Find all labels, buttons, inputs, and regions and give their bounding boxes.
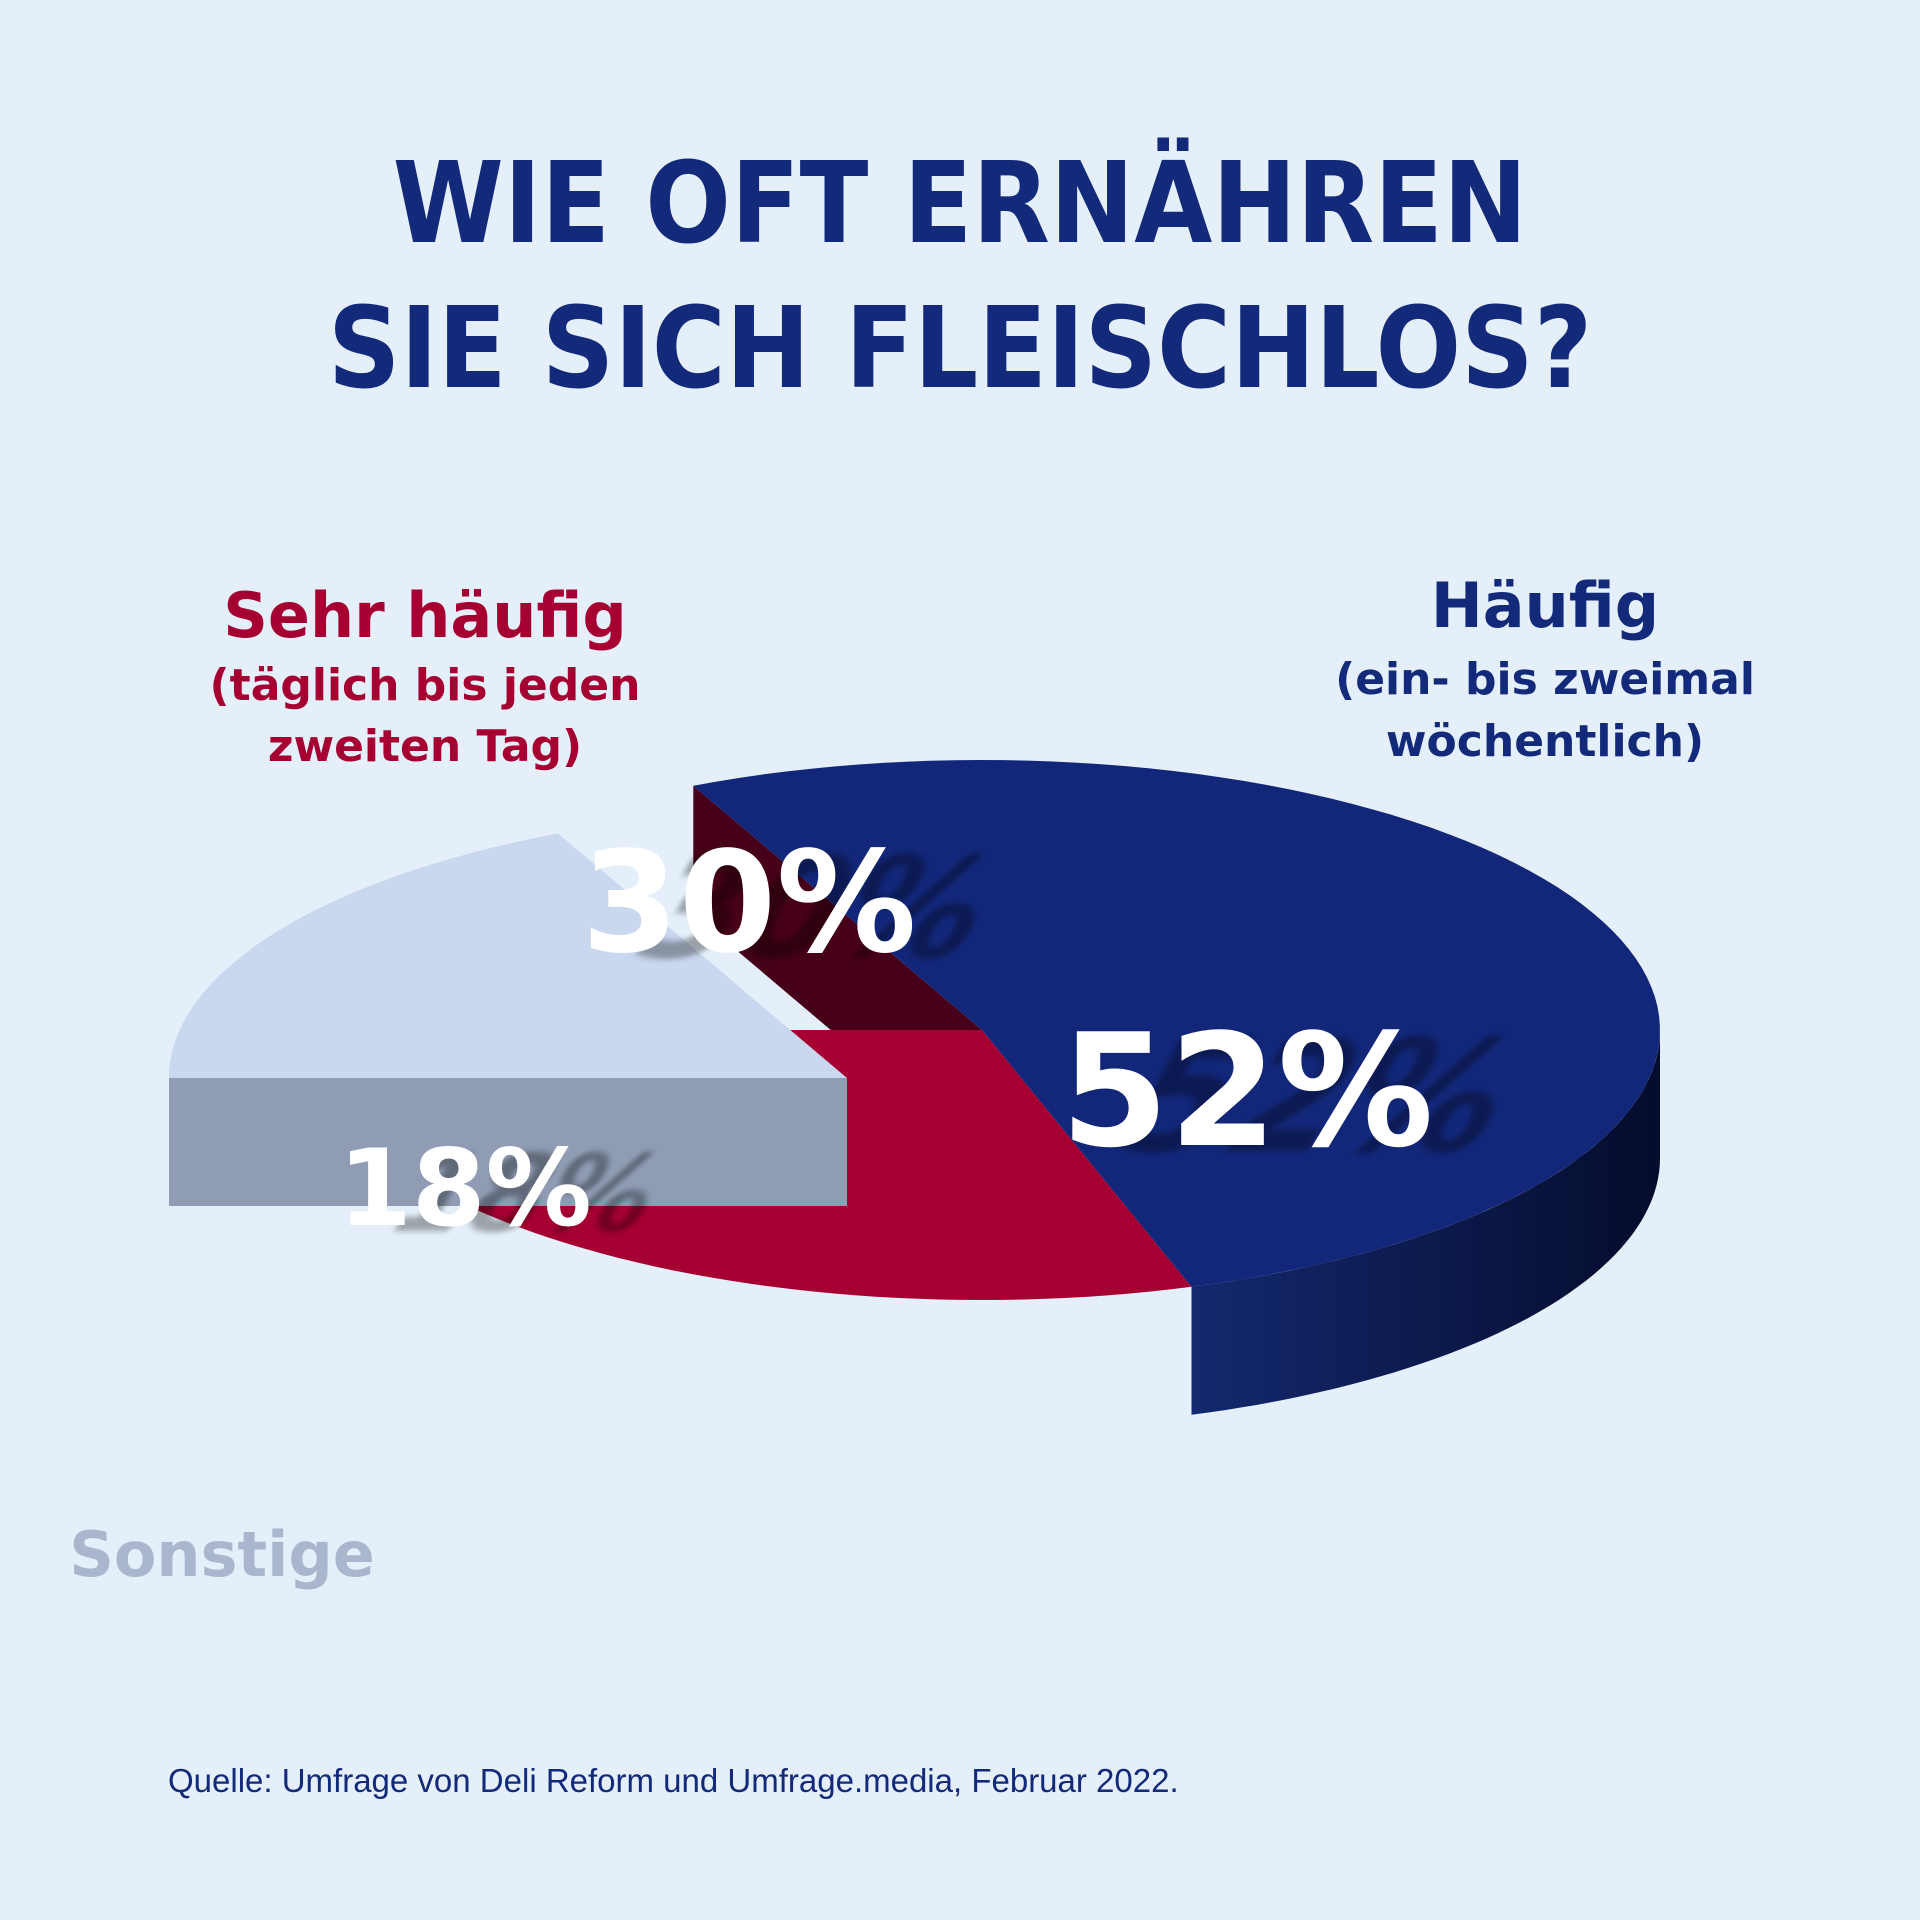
legend-label-haeufig: Häufig	[1431, 569, 1659, 642]
legend-detail-haeufig-2: wöchentlich)	[1386, 716, 1704, 767]
pie-3d: 30%30%52%52%18%18%	[169, 760, 1660, 1415]
pct-label-haeufig: 52%	[1060, 1000, 1433, 1182]
slice-side-haeufig	[1191, 1030, 1660, 1415]
slice-wall-sonstige	[169, 1078, 847, 1206]
label-sehr-haeufig: Sehr häufig (täglich bis jeden zweiten T…	[210, 579, 641, 772]
title: WIE OFT ERNÄHREN SIE SICH FLEISCHLOS?	[328, 137, 1592, 414]
pie-slice-haeufig	[693, 760, 1660, 1287]
legend-detail-haeufig-1: (ein- bis zweimal	[1335, 654, 1755, 705]
chart-title-line-2: SIE SICH FLEISCHLOS?	[328, 284, 1592, 414]
legend-label-sonstige: Sonstige	[69, 1518, 375, 1591]
legend-detail-sehr-haeufig-1: (täglich bis jeden	[210, 660, 641, 711]
legend-detail-sehr-haeufig-2: zweiten Tag)	[268, 721, 582, 772]
legend-label-sehr-haeufig: Sehr häufig	[223, 579, 626, 652]
chart-title-line-1: WIE OFT ERNÄHREN	[393, 137, 1528, 269]
pct-label-sehr-haeufig: 30%	[581, 822, 916, 985]
label-haeufig: Häufig (ein- bis zweimal wöchentlich)	[1335, 569, 1755, 767]
pie-slice-sonstige	[169, 833, 847, 1078]
pct-label-sonstige: 18%	[338, 1127, 592, 1250]
source-note: Quelle: Umfrage von Deli Reform und Umfr…	[168, 1762, 1179, 1799]
